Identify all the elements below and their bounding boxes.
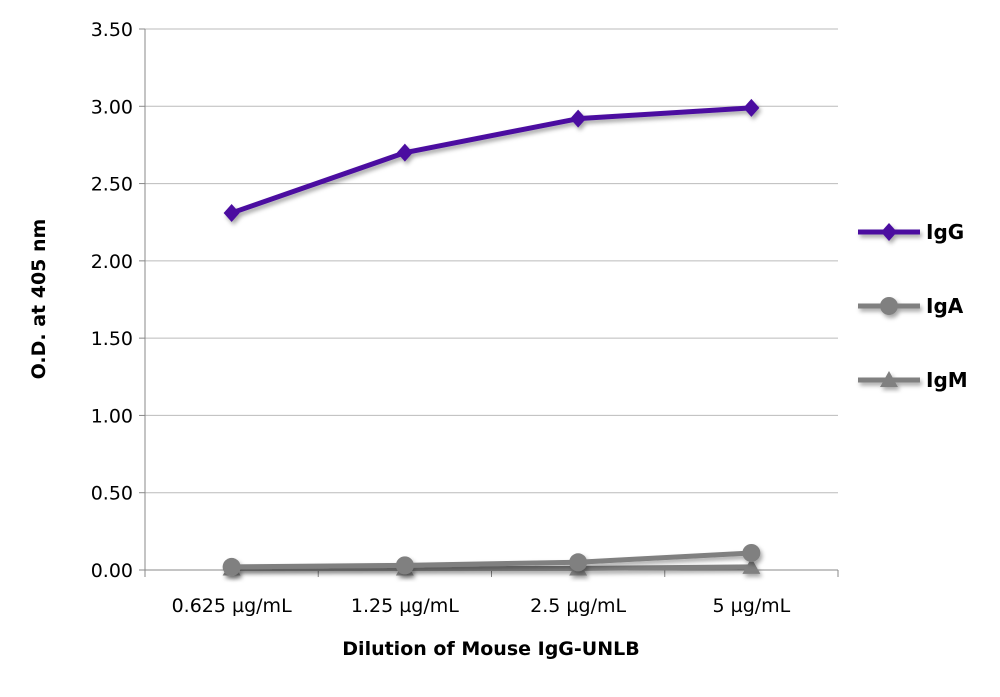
data-point-IgA [742,543,761,562]
series-line-IgA [231,550,752,570]
data-point-IgA [569,553,588,572]
x-tick-label: 0.625 µg/mL [172,595,292,617]
legend-marker-triangle-icon [880,371,898,387]
y-tick-label: 1.50 [91,328,133,350]
x-tick-label: 5 µg/mL [712,595,790,617]
data-point-IgG [570,109,587,128]
y-tick-label: 1.00 [91,405,133,427]
legend-label: IgG [926,220,964,244]
data-point-IgG [743,98,760,117]
legend-marker-diamond-icon [881,223,897,241]
y-tick-label: 3.00 [91,96,133,118]
data-point-IgM [742,557,761,574]
series-line-IgG [230,105,752,216]
x-axis-label: Dilution of Mouse IgG-UNLB [342,638,639,660]
legend-item [858,223,920,241]
legend-marker-circle-icon [880,297,898,315]
data-point-IgA [395,556,414,575]
y-tick-label: 2.50 [91,174,133,196]
y-axis-label: O.D. at 405 nm [28,219,50,380]
y-tick-label: 0.00 [91,560,133,582]
legend-label: IgM [926,368,968,392]
x-tick-label: 1.25 µg/mL [351,595,459,617]
series-IgG [223,98,760,222]
y-tick-label: 3.50 [91,19,133,41]
series-IgA [222,543,761,576]
x-tick-label: 2.5 µg/mL [530,595,626,617]
y-tick-label: 2.00 [91,251,133,273]
legend-item [858,371,920,387]
data-point-IgA [222,557,241,576]
data-point-IgG [396,143,413,162]
data-point-IgG [223,203,240,222]
legend-item [858,297,920,315]
y-tick-label: 0.50 [91,483,133,505]
legend-label: IgA [926,294,964,318]
